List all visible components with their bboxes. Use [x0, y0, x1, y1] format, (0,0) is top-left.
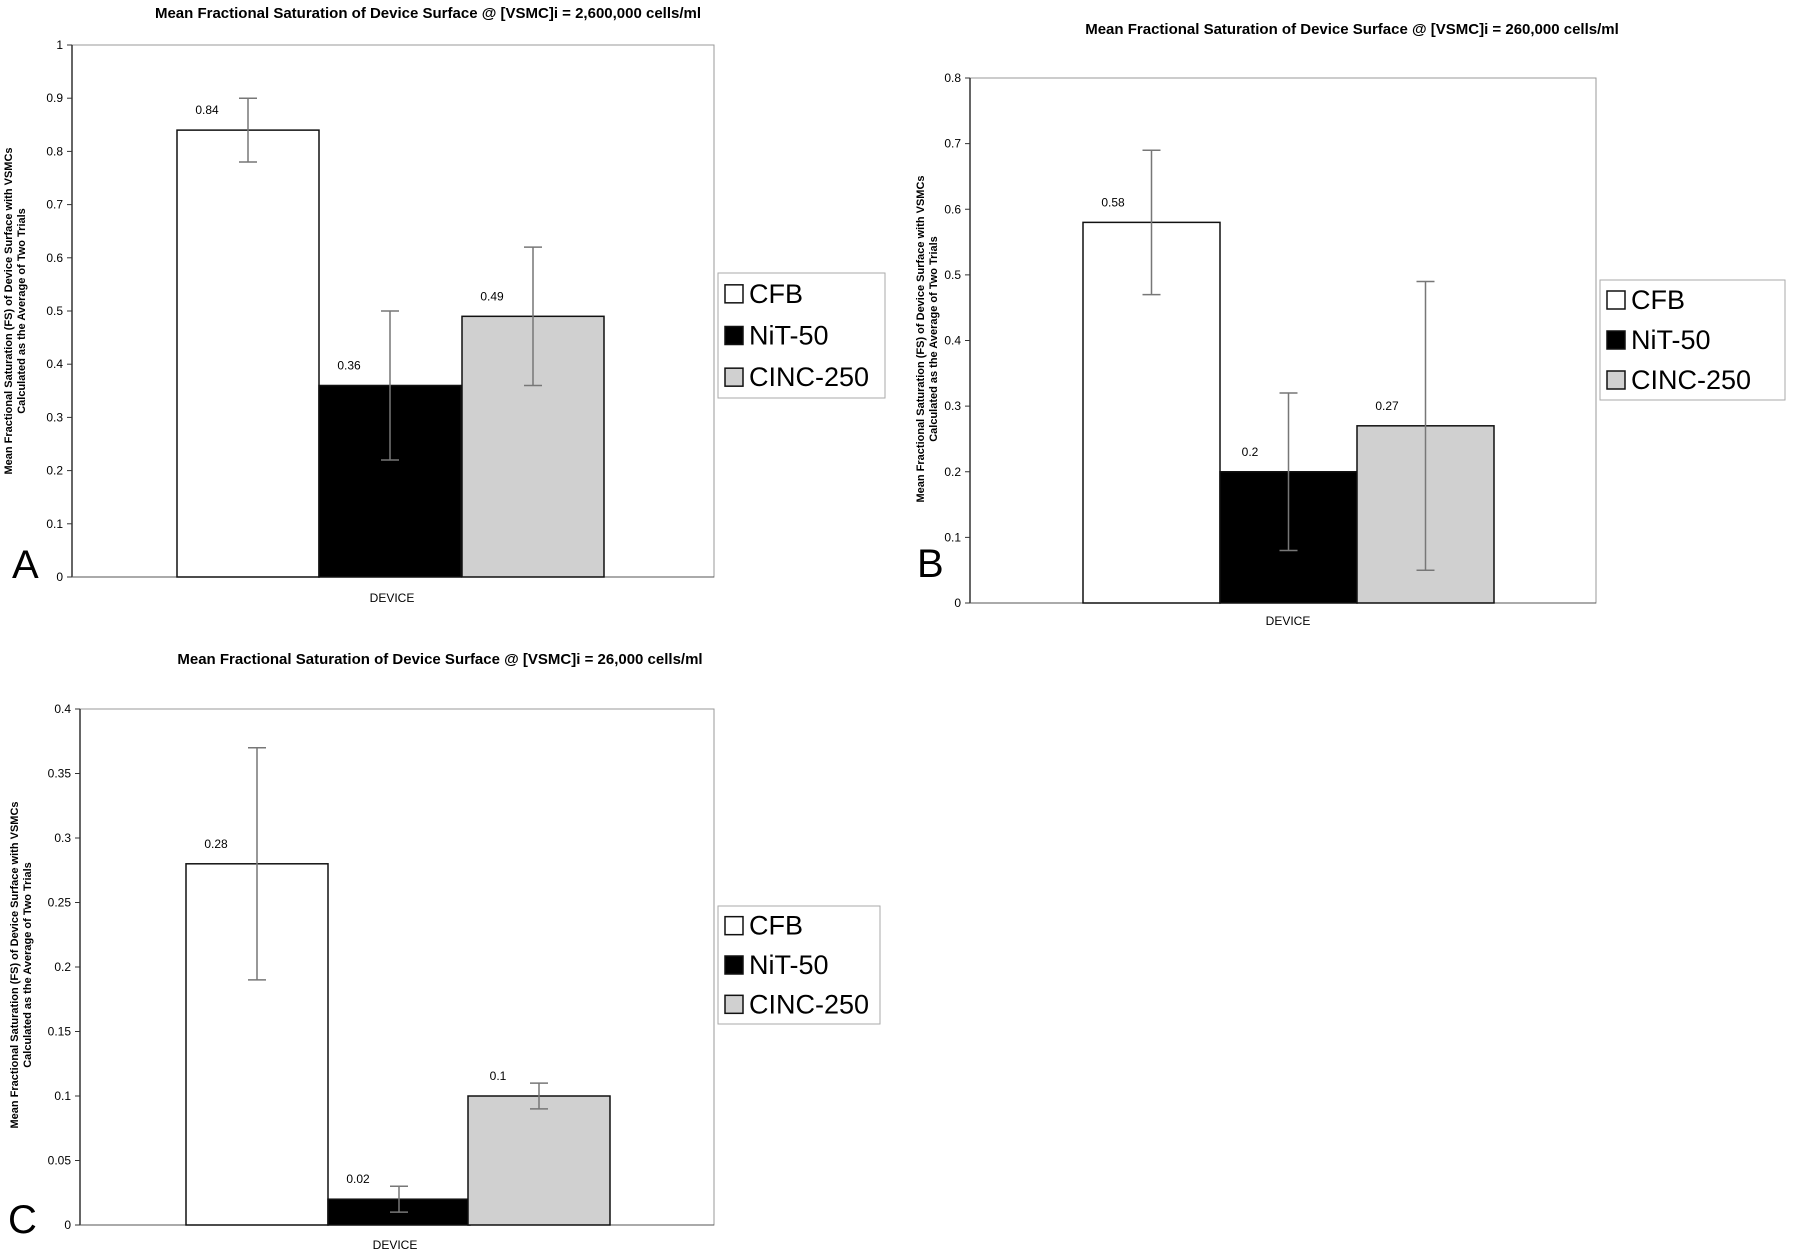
legend-label-cfb: CFB: [749, 279, 803, 309]
chart-panel-c: Mean Fractional Saturation of Device Sur…: [8, 651, 881, 1252]
y-tick-label: 0.05: [48, 1154, 72, 1168]
y-tick-label: 0.6: [944, 202, 961, 216]
y-axis-label: Mean Fractional Saturation (FS) of Devic…: [3, 147, 28, 474]
legend: CFB NiT-50 CINC-250: [1599, 279, 1786, 401]
y-axis-label-line2: Calculated as the Average of Two Trials: [16, 208, 28, 414]
y-tick-label: 0.2: [54, 960, 71, 974]
y-tick-label: 0.5: [944, 268, 961, 282]
y-tick-label: 0.25: [48, 896, 72, 910]
legend-label-cinc-250: CINC-250: [749, 989, 869, 1019]
y-axis-label-line2: Calculated as the Average of Two Trials: [928, 236, 940, 442]
legend: CFB NiT-50 CINC-250: [717, 272, 886, 399]
y-axis-label-line1: Mean Fractional Saturation (FS) of Devic…: [915, 175, 927, 502]
plot-area-frame: [79, 708, 715, 1226]
y-tick-label: 0.3: [54, 831, 71, 845]
data-label: 0.49: [480, 289, 504, 303]
y-tick-label: 0.3: [944, 399, 961, 413]
legend-swatch-nit-50: [1606, 330, 1626, 350]
legend-swatch-cinc-250: [724, 367, 744, 387]
chart-panel-a: Mean Fractional Saturation of Device Sur…: [3, 5, 886, 605]
x-axis-label: DEVICE: [1266, 614, 1311, 628]
legend-label-cfb: CFB: [1631, 285, 1685, 315]
y-axis-label-line1: Mean Fractional Saturation (FS) of Devic…: [3, 147, 15, 474]
panel-letter: C: [8, 1198, 37, 1242]
data-label: 0.36: [337, 358, 361, 372]
chart-panel-b: Mean Fractional Saturation of Device Sur…: [915, 21, 1786, 628]
legend-swatch-cfb: [724, 284, 744, 304]
x-axis-label: DEVICE: [370, 591, 415, 605]
legend-label-cinc-250: CINC-250: [749, 362, 869, 392]
y-tick-label: 0.6: [46, 251, 63, 265]
y-tick-label: 0.1: [54, 1089, 71, 1103]
data-label: 0.02: [346, 1172, 370, 1186]
y-tick-label: 0.2: [944, 465, 961, 479]
y-axis-label: Mean Fractional Saturation (FS) of Devic…: [915, 175, 940, 502]
y-axis-label-line2: Calculated as the Average of Two Trials: [22, 862, 34, 1068]
y-tick-label: 0: [56, 570, 63, 584]
chart-title: Mean Fractional Saturation of Device Sur…: [177, 651, 702, 668]
y-tick-label: 0.2: [46, 464, 63, 478]
legend: CFB NiT-50 CINC-250: [717, 905, 881, 1025]
y-tick-label: 0.8: [944, 71, 961, 85]
y-tick-label: 0.7: [46, 198, 63, 212]
data-label: 0.2: [1242, 445, 1259, 459]
data-label: 0.27: [1375, 399, 1399, 413]
y-tick-label: 0.3: [46, 410, 63, 424]
legend-swatch-cinc-250: [724, 994, 744, 1015]
legend-swatch-cfb: [724, 915, 744, 936]
y-tick-label: 0.15: [48, 1025, 72, 1039]
y-tick-label: 0.1: [46, 517, 63, 531]
chart-title: Mean Fractional Saturation of Device Sur…: [1085, 21, 1619, 38]
y-tick-label: 0: [64, 1218, 71, 1232]
panel-letter: B: [917, 542, 944, 586]
data-label: 0.1: [490, 1069, 507, 1083]
legend-label-cfb: CFB: [749, 911, 803, 941]
y-tick-label: 0.5: [46, 304, 63, 318]
data-label: 0.84: [195, 103, 219, 117]
y-tick-label: 0.8: [46, 144, 63, 158]
y-tick-label: 0.7: [944, 137, 961, 151]
data-label: 0.28: [204, 837, 228, 851]
legend-label-nit-50: NiT-50: [749, 321, 829, 351]
bar-cfb: [176, 129, 320, 578]
y-tick-label: 0.4: [46, 357, 63, 371]
legend-box: [717, 905, 881, 1025]
legend-box: [717, 272, 886, 399]
x-axis-label: DEVICE: [373, 1238, 418, 1252]
legend-label-nit-50: NiT-50: [749, 950, 829, 980]
y-tick-label: 0: [954, 596, 961, 610]
legend-box: [1599, 279, 1786, 401]
y-tick-label: 0.1: [944, 530, 961, 544]
legend-swatch-nit-50: [724, 955, 744, 975]
y-tick-label: 0.9: [46, 91, 63, 105]
legend-swatch-cfb: [1606, 290, 1626, 310]
y-axis-label: Mean Fractional Saturation (FS) of Devic…: [9, 801, 34, 1128]
y-tick-label: 1: [56, 38, 63, 52]
y-axis-label-line1: Mean Fractional Saturation (FS) of Devic…: [9, 801, 21, 1128]
chart-title: Mean Fractional Saturation of Device Sur…: [155, 5, 701, 22]
legend-label-nit-50: NiT-50: [1631, 325, 1711, 355]
bar-cinc-250: [461, 315, 605, 578]
y-tick-label: 0.4: [944, 334, 961, 348]
legend-label-cinc-250: CINC-250: [1631, 365, 1751, 395]
bar-cinc-250: [467, 1095, 611, 1226]
panel-letter: A: [12, 543, 39, 587]
legend-swatch-cinc-250: [1606, 370, 1626, 390]
data-label: 0.58: [1101, 195, 1125, 209]
y-tick-label: 0.4: [54, 702, 71, 716]
legend-swatch-nit-50: [724, 325, 744, 346]
y-tick-label: 0.35: [48, 767, 72, 781]
